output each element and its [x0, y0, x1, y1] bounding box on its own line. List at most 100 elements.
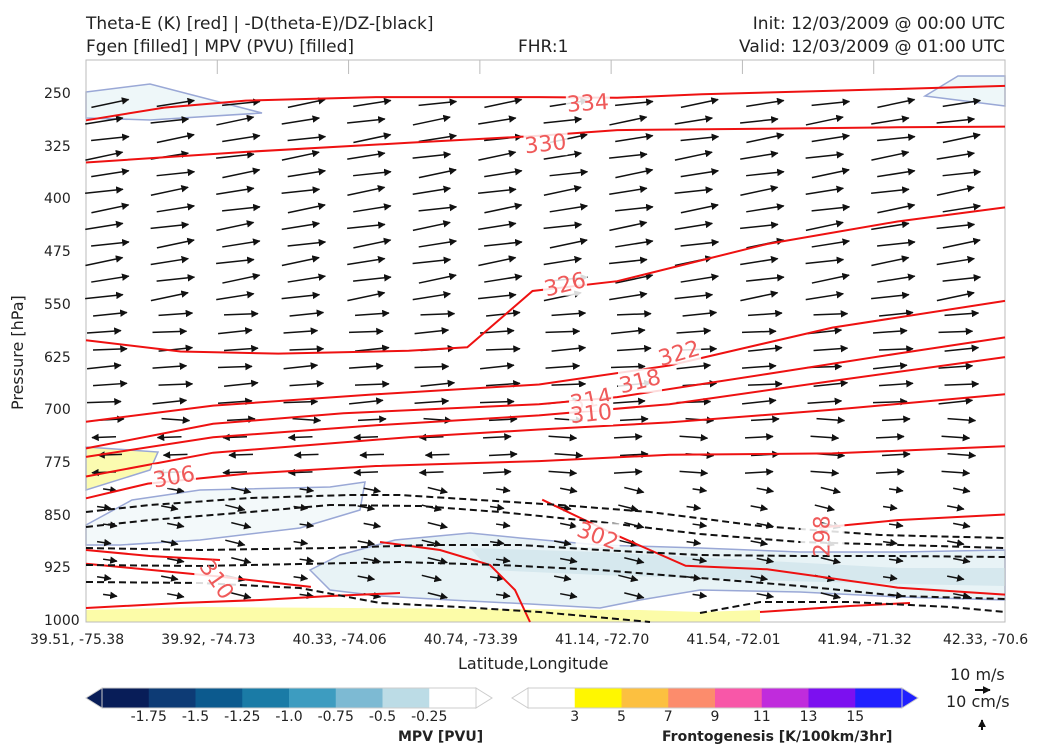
colorbar-swatch: [102, 688, 150, 708]
contour-label-bg: [151, 464, 196, 489]
wind-vector: [624, 557, 645, 565]
wind-vector: [287, 168, 327, 178]
contour-label-bg: [565, 90, 610, 115]
wind-vector: [223, 310, 259, 318]
wind-vector: [421, 574, 442, 583]
wind-vector: [353, 468, 379, 477]
wind-vector: [882, 538, 898, 547]
wind-vector: [161, 574, 179, 582]
wind-vector: [618, 504, 639, 512]
wind-vector: [746, 132, 785, 144]
wind-vector: [85, 255, 124, 267]
wind-vector: [357, 574, 376, 582]
wind-vector: [216, 291, 255, 301]
wind-vector: [740, 255, 779, 266]
wind-vector: [551, 309, 587, 318]
wind-vector: [152, 327, 188, 336]
theta-e-contour-lower: [85, 592, 401, 609]
y-tick-label: 1000: [44, 613, 80, 629]
x-tick-label: 40.74, -73.39: [423, 632, 518, 648]
wind-vector: [92, 380, 128, 388]
wind-vector: [224, 379, 259, 388]
colorbar-tick-label: -0.25: [411, 709, 448, 725]
wind-vector: [680, 273, 720, 283]
wind-vector: [231, 521, 252, 530]
wind-vector: [357, 504, 376, 512]
wind-vector: [363, 486, 382, 494]
colorbar-swatch: [715, 688, 763, 708]
colorbar-swatch: [429, 688, 477, 708]
wind-vector: [281, 115, 321, 125]
colorbar-tick-label: -0.5: [368, 709, 397, 725]
wind-vector: [609, 114, 648, 126]
wind-vector: [941, 433, 971, 442]
wind-vector: [412, 220, 451, 232]
wind-vector: [615, 98, 654, 107]
wind-vector: [942, 168, 982, 177]
wind-vector: [287, 202, 326, 214]
wind-vector: [560, 486, 578, 494]
wind-vector: [156, 237, 195, 249]
colorbar-outline: [101, 687, 477, 709]
wind-vector: [495, 521, 511, 529]
wind-vector: [353, 274, 392, 282]
wind-vector: [686, 503, 702, 512]
wind-vector: [299, 591, 315, 600]
wind-vector: [161, 539, 179, 547]
wind-vector: [679, 433, 709, 442]
wind-vector: [102, 591, 118, 600]
wind-vector: [871, 291, 910, 300]
wind-vector: [807, 397, 843, 406]
wind-vector: [152, 397, 188, 405]
wind-vector: [485, 345, 521, 353]
wind-vector: [560, 521, 578, 530]
wind-vector: [359, 451, 385, 459]
theta-e-contour-lower-2: [85, 549, 221, 561]
wind-vector: [871, 149, 910, 161]
wind-vector: [805, 291, 845, 301]
wind-vector: [877, 202, 916, 214]
wind-vector: [942, 203, 982, 213]
wind-vector: [418, 203, 458, 212]
wind-vector: [222, 272, 261, 284]
wind-vector: [548, 433, 578, 442]
wind-vector: [811, 132, 851, 143]
wind-vector: [158, 380, 194, 388]
y-tick-label: 400: [44, 191, 71, 208]
wind-vector: [152, 362, 188, 370]
wind-vector: [299, 556, 315, 564]
colorbar-tick-label: 7: [663, 709, 673, 725]
contour-label-bg: [543, 271, 588, 296]
contour-label-bg: [657, 340, 702, 365]
wind-vector: [293, 574, 309, 582]
wind-vector: [156, 132, 195, 144]
wind-vector: [613, 468, 643, 476]
wind-vector: [228, 451, 254, 459]
wind-vector: [871, 255, 910, 267]
wind-vector: [299, 486, 315, 494]
wind-vector: [289, 309, 325, 317]
wind-vector: [349, 397, 384, 405]
wind-vector: [742, 397, 777, 405]
wind-vector: [686, 538, 702, 547]
wind-vector: [953, 521, 971, 530]
wind-vector: [674, 186, 714, 194]
wind-vector: [348, 327, 384, 336]
colorbar-swatch: [335, 688, 383, 708]
colorbar-tick-label: -1.25: [224, 709, 261, 725]
wind-vector: [548, 469, 578, 477]
wind-vector: [549, 237, 588, 249]
y-tick-label: 325: [44, 138, 71, 155]
colorbar-tick-label: -1.75: [130, 709, 167, 725]
wind-vector: [91, 133, 130, 142]
colorbar-swatch: [382, 688, 430, 708]
wind-vector: [347, 115, 386, 124]
wind-vector: [875, 433, 905, 441]
wind-vector: [543, 115, 583, 124]
colorbar-extend-left: [85, 687, 103, 709]
wind-vector: [810, 469, 840, 477]
wind-vector: [412, 291, 452, 301]
wind-vector: [938, 362, 974, 370]
wind-vector: [418, 167, 457, 179]
contour-label: 334: [566, 90, 610, 118]
